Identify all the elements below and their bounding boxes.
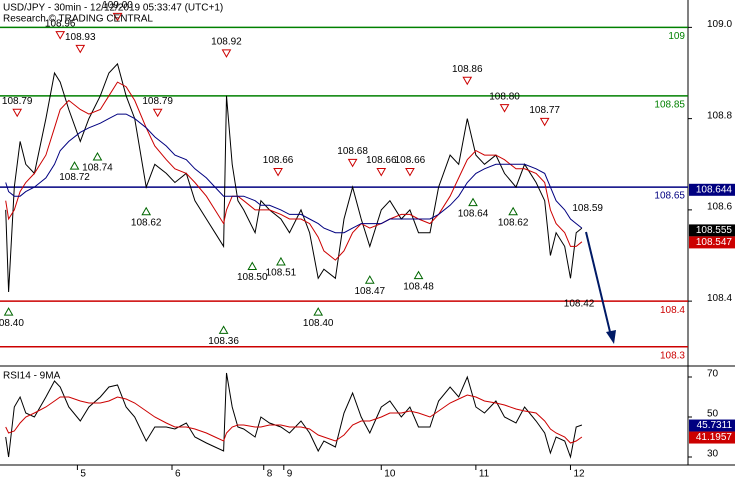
high-label: 108.66 bbox=[395, 155, 426, 166]
high-marker bbox=[347, 158, 358, 168]
price-tag-label: 41.1957 bbox=[696, 432, 733, 443]
level-label: 108.65 bbox=[654, 191, 685, 202]
low-label: 108.62 bbox=[498, 217, 529, 228]
y-tick-label: 108.4 bbox=[707, 293, 732, 304]
low-label: 108.64 bbox=[458, 208, 489, 219]
low-label: 108.40 bbox=[303, 318, 334, 329]
price-label: 108.59 bbox=[572, 203, 603, 214]
series-line bbox=[5, 113, 583, 234]
price-tag bbox=[689, 236, 735, 249]
low-label: 108.40 bbox=[0, 318, 24, 329]
level-label: 108.4 bbox=[660, 305, 685, 316]
high-marker bbox=[55, 31, 66, 40]
high-label: 108.66 bbox=[263, 155, 294, 166]
x-tick-label: 9 bbox=[287, 469, 293, 480]
high-marker bbox=[376, 168, 387, 177]
low-marker bbox=[364, 275, 375, 284]
x-tick-label: 6 bbox=[175, 469, 181, 480]
low-marker bbox=[247, 261, 258, 270]
high-label: 108.68 bbox=[337, 146, 368, 157]
chart-title: RSI14 - 9MA bbox=[3, 371, 61, 382]
high-marker bbox=[112, 12, 123, 22]
y-tick-label: 70 bbox=[707, 369, 719, 380]
price-tag-label: 108.644 bbox=[696, 184, 733, 195]
level-label: 108.85 bbox=[654, 99, 685, 110]
high-label: 108.79 bbox=[2, 96, 33, 107]
low-label: 108.62 bbox=[131, 217, 162, 228]
low-marker bbox=[92, 151, 103, 161]
high-label: 108.86 bbox=[452, 64, 483, 75]
y-tick-label: 30 bbox=[707, 449, 719, 460]
price-tag bbox=[689, 431, 735, 444]
low-label: 108.74 bbox=[82, 163, 113, 174]
high-label: 109.00 bbox=[102, 0, 133, 11]
price-tag bbox=[689, 419, 735, 432]
price-label: 108.42 bbox=[564, 299, 595, 310]
high-label: 108.79 bbox=[142, 96, 173, 107]
x-tick-label: 8 bbox=[267, 469, 273, 480]
chart-subtitle: Research © TRADING CENTRAL bbox=[3, 14, 153, 25]
high-label: 108.66 bbox=[366, 155, 397, 166]
high-marker bbox=[75, 44, 86, 54]
high-label: 108.80 bbox=[489, 91, 520, 102]
low-label: 108.51 bbox=[266, 268, 297, 279]
x-tick-label: 10 bbox=[384, 469, 396, 480]
level-label: 109 bbox=[668, 31, 685, 42]
x-tick-label: 12 bbox=[573, 469, 585, 480]
high-label: 108.93 bbox=[65, 32, 96, 43]
low-label: 108.50 bbox=[237, 272, 268, 283]
series-line bbox=[5, 394, 583, 444]
y-tick-label: 108.6 bbox=[707, 202, 732, 213]
low-label: 108.72 bbox=[59, 172, 90, 183]
low-marker bbox=[413, 270, 424, 280]
x-tick-label: 11 bbox=[479, 469, 490, 480]
high-label: 108.96 bbox=[45, 18, 76, 29]
y-tick-label: 108.8 bbox=[707, 110, 732, 121]
level-label: 108.3 bbox=[660, 350, 685, 361]
high-marker bbox=[539, 117, 550, 127]
price-tag-label: 45.7311 bbox=[697, 420, 733, 431]
low-marker bbox=[276, 256, 286, 266]
series-line bbox=[5, 62, 583, 293]
price-tag bbox=[689, 183, 735, 196]
low-label: 108.36 bbox=[208, 336, 239, 347]
price-tag-label: 108.555 bbox=[696, 225, 733, 236]
price-tag bbox=[689, 224, 735, 237]
forecast-arrow bbox=[585, 231, 616, 344]
low-label: 108.47 bbox=[355, 286, 386, 297]
high-marker bbox=[462, 76, 473, 86]
low-marker bbox=[218, 325, 229, 334]
low-marker bbox=[313, 307, 324, 316]
price-tag-label: 108.547 bbox=[696, 237, 733, 248]
high-marker bbox=[405, 168, 415, 177]
chart-title: USD/JPY - 30min - 12/12/2019 05:33:47 (U… bbox=[3, 3, 223, 14]
high-label: 108.77 bbox=[529, 105, 560, 116]
low-marker bbox=[468, 197, 478, 207]
series-line bbox=[5, 81, 583, 261]
high-marker bbox=[152, 108, 163, 118]
high-marker bbox=[12, 108, 23, 118]
low-marker bbox=[141, 206, 152, 216]
x-tick-label: 5 bbox=[80, 469, 86, 480]
low-marker bbox=[508, 206, 518, 216]
high-marker bbox=[221, 49, 232, 58]
high-marker bbox=[499, 104, 510, 113]
y-tick-label: 50 bbox=[707, 409, 719, 420]
low-marker bbox=[3, 307, 14, 316]
low-label: 108.48 bbox=[403, 281, 434, 292]
high-marker bbox=[273, 168, 283, 177]
low-marker bbox=[69, 161, 80, 170]
high-label: 108.92 bbox=[211, 37, 242, 48]
y-tick-label: 109.0 bbox=[707, 19, 732, 30]
